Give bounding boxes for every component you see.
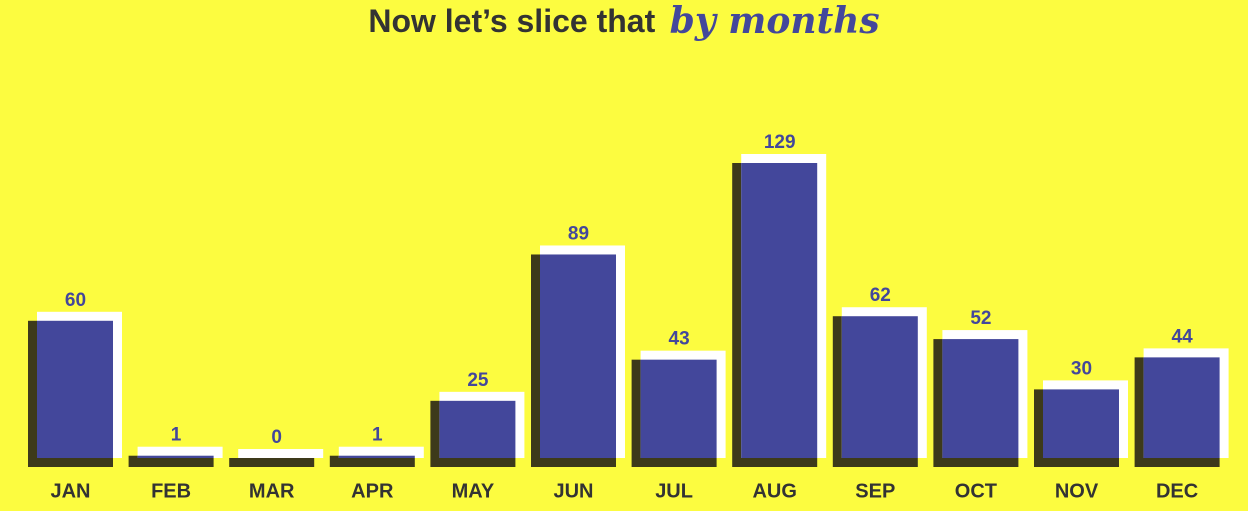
x-tick-label: MAR xyxy=(249,480,295,502)
value-label: 60 xyxy=(65,290,86,311)
bar xyxy=(439,400,516,458)
bar xyxy=(37,320,113,458)
bar xyxy=(338,455,415,458)
x-tick-label: JUL xyxy=(655,480,693,502)
x-tick-label: SEP xyxy=(855,480,895,502)
value-label: 0 xyxy=(271,427,282,448)
x-tick-label: JUN xyxy=(553,480,593,502)
bar-shadow xyxy=(229,458,315,467)
bar-frame xyxy=(137,446,223,458)
value-label: 30 xyxy=(1071,358,1092,379)
x-tick-label: MAY xyxy=(452,480,495,502)
bar xyxy=(540,254,616,458)
bar xyxy=(640,359,717,458)
title-emphasis: by months xyxy=(670,0,880,42)
chart-title: Now let’s slice that by months xyxy=(368,0,879,42)
bar xyxy=(942,339,1019,458)
x-tick-label: OCT xyxy=(955,480,997,502)
title-main: Now let’s slice that xyxy=(368,3,655,39)
value-label: 1 xyxy=(372,425,383,446)
bar xyxy=(841,316,918,458)
x-tick-label: FEB xyxy=(151,480,191,502)
bar-shadow xyxy=(329,455,415,467)
value-label: 52 xyxy=(970,308,991,329)
x-tick-label: AUG xyxy=(752,480,796,502)
bar xyxy=(1143,357,1220,458)
value-label: 1 xyxy=(171,425,182,446)
bar-frame xyxy=(238,449,324,458)
value-label: 44 xyxy=(1172,326,1194,347)
bar xyxy=(1043,389,1119,458)
value-label: 129 xyxy=(764,132,796,153)
bar xyxy=(741,163,818,458)
bar xyxy=(137,455,214,458)
value-label: 89 xyxy=(568,223,589,244)
value-label: 25 xyxy=(467,370,489,391)
x-tick-label: APR xyxy=(351,480,394,502)
x-tick-label: NOV xyxy=(1055,480,1099,502)
value-label: 62 xyxy=(870,285,891,306)
x-tick-label: DEC xyxy=(1156,480,1198,502)
value-label: 43 xyxy=(669,329,690,350)
bar-frame xyxy=(338,446,424,458)
bar-shadow xyxy=(128,455,214,467)
x-tick-label: JAN xyxy=(50,480,90,502)
